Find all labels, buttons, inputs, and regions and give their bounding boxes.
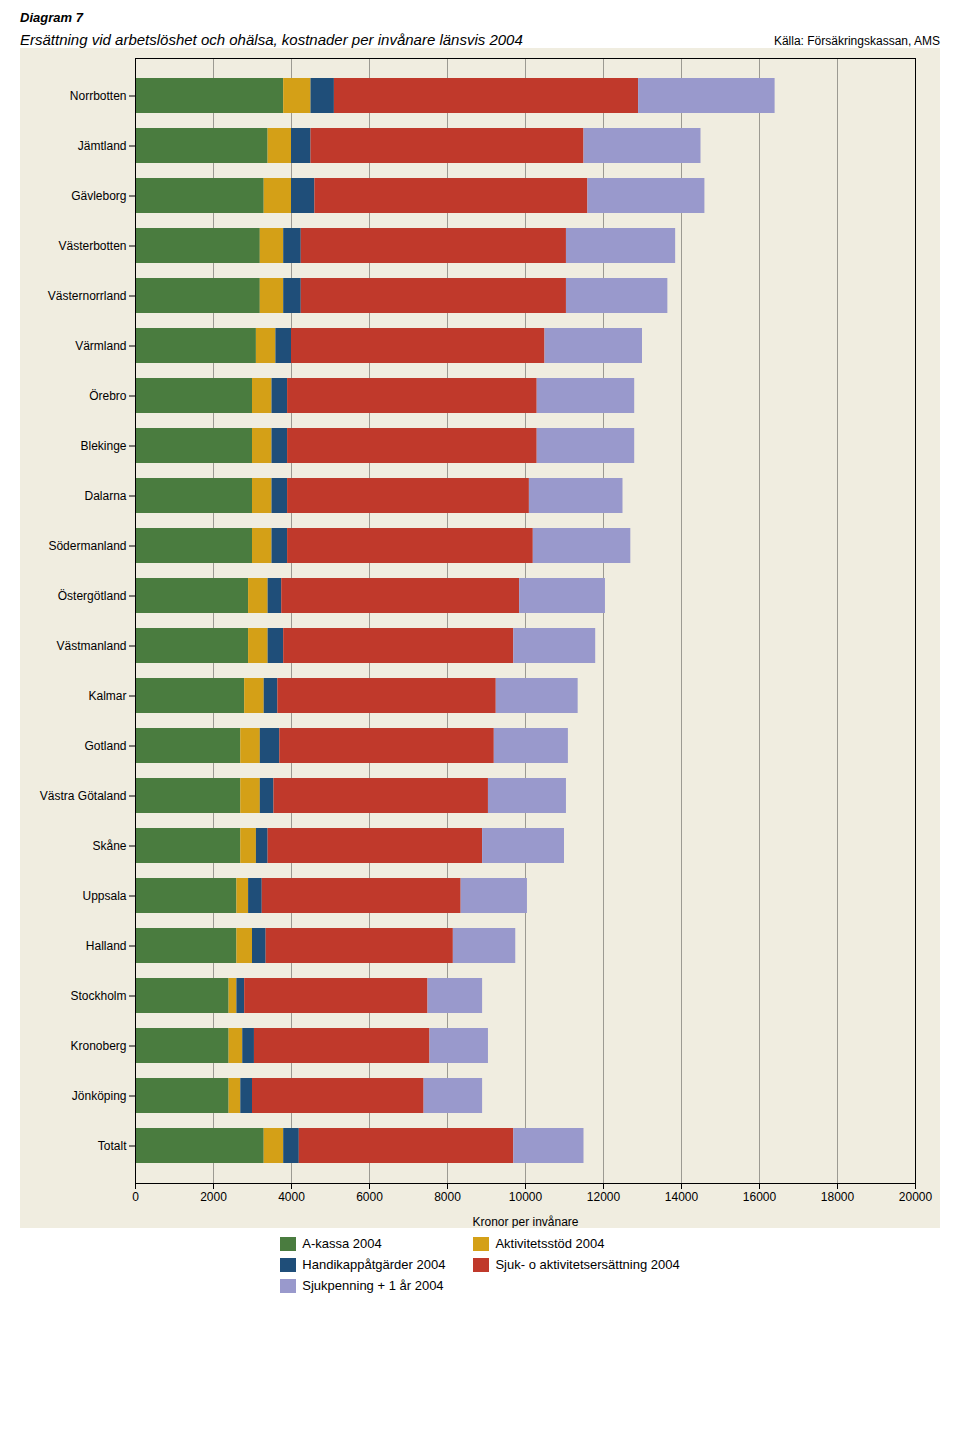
svg-text:0: 0 — [132, 1190, 139, 1204]
svg-text:6000: 6000 — [356, 1190, 383, 1204]
svg-text:Gävleborg: Gävleborg — [71, 189, 126, 203]
svg-text:Blekinge: Blekinge — [80, 439, 126, 453]
html-text:Sjuk- o aktivitetsersättning 2: Sjuk- o aktivitetsersättning 2004 — [495, 1257, 680, 1272]
html-text:Diagram 7: Diagram 7 — [20, 10, 83, 25]
svg-text:Värmland: Värmland — [75, 339, 126, 353]
html-text:A-kassa 2004: A-kassa 2004 — [302, 1236, 382, 1251]
svg-text:Västerbotten: Västerbotten — [58, 239, 126, 253]
svg-text:Kronor per invånare: Kronor per invånare — [472, 1215, 578, 1229]
svg-text:Östergötland: Östergötland — [58, 589, 127, 603]
svg-text:Västra Götaland: Västra Götaland — [40, 789, 127, 803]
svg-text:Kalmar: Kalmar — [88, 689, 126, 703]
svg-text:Kronoberg: Kronoberg — [70, 1039, 126, 1053]
html-text:Handikappåtgärder 2004: Handikappåtgärder 2004 — [302, 1257, 446, 1272]
svg-text:Totalt: Totalt — [98, 1139, 127, 1153]
svg-text:18000: 18000 — [821, 1190, 855, 1204]
html-text:Sjukpenning + 1 år 2004: Sjukpenning + 1 år 2004 — [302, 1278, 444, 1293]
svg-text:Skåne: Skåne — [92, 839, 126, 853]
svg-text:Södermanland: Södermanland — [48, 539, 126, 553]
svg-text:2000: 2000 — [200, 1190, 227, 1204]
svg-text:14000: 14000 — [665, 1190, 699, 1204]
svg-text:Gotland: Gotland — [84, 739, 126, 753]
html-text:Aktivitetsstöd 2004: Aktivitetsstöd 2004 — [495, 1236, 605, 1251]
svg-text:Uppsala: Uppsala — [82, 889, 126, 903]
svg-text:Stockholm: Stockholm — [70, 989, 126, 1003]
svg-text:10000: 10000 — [509, 1190, 543, 1204]
svg-text:Västernorrland: Västernorrland — [48, 289, 127, 303]
svg-text:Jämtland: Jämtland — [78, 139, 127, 153]
svg-text:Västmanland: Västmanland — [56, 639, 126, 653]
svg-text:Örebro: Örebro — [89, 389, 127, 403]
svg-text:16000: 16000 — [743, 1190, 777, 1204]
html-text:Ersättning vid arbetslöshet oc: Ersättning vid arbetslöshet och ohälsa, … — [20, 31, 523, 48]
svg-text:12000: 12000 — [587, 1190, 621, 1204]
html-text:Källa: Försäkringskassan, AMS: Källa: Försäkringskassan, AMS — [773, 34, 940, 48]
svg-text:Halland: Halland — [86, 939, 127, 953]
svg-text:Dalarna: Dalarna — [84, 489, 126, 503]
svg-text:Norrbotten: Norrbotten — [70, 89, 127, 103]
svg-text:8000: 8000 — [434, 1190, 461, 1204]
svg-text:20000: 20000 — [899, 1190, 933, 1204]
svg-text:Jönköping: Jönköping — [72, 1089, 127, 1103]
svg-text:4000: 4000 — [278, 1190, 305, 1204]
